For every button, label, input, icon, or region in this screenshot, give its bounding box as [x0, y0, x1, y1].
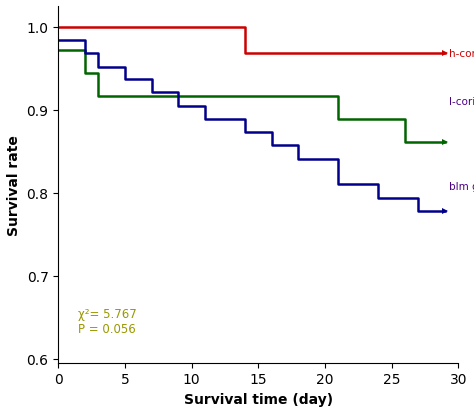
Y-axis label: Survival rate: Survival rate	[7, 135, 21, 235]
Text: blm group,n=63: blm group,n=63	[449, 182, 474, 192]
Text: χ²= 5.767: χ²= 5.767	[78, 308, 137, 320]
X-axis label: Survival time (day): Survival time (day)	[184, 392, 333, 406]
Text: h-cori group,n=31: h-cori group,n=31	[449, 49, 474, 59]
Text: P = 0.056: P = 0.056	[78, 323, 136, 335]
Text: l-cori group,n=36: l-cori group,n=36	[449, 97, 474, 107]
